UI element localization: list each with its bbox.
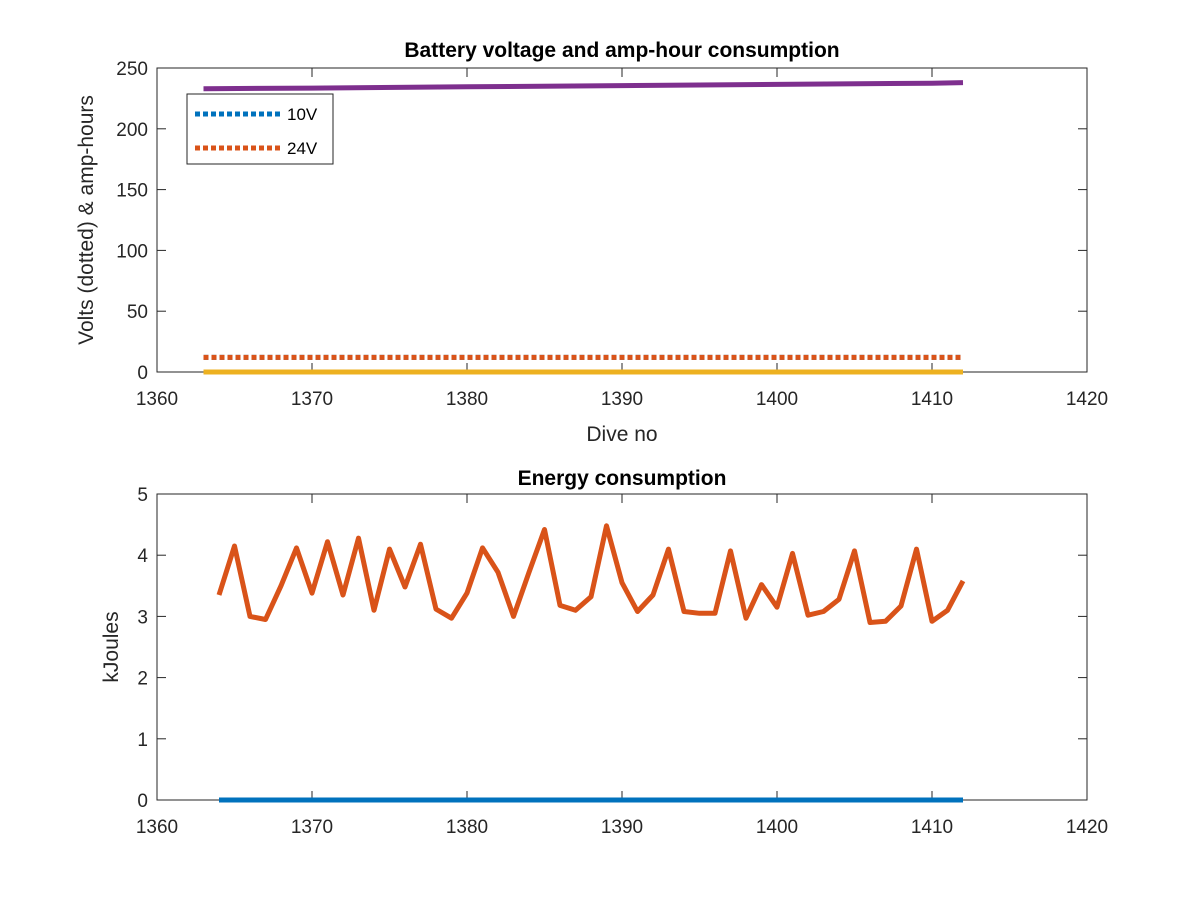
series-line-2 (216, 523, 966, 625)
y-tick-label: 200 (116, 120, 148, 141)
y-axis-label: Volts (dotted) & amp-hours (75, 95, 98, 345)
x-tick-label: 1380 (446, 389, 488, 410)
x-tick-label: 1390 (601, 389, 643, 410)
y-tick-label: 250 (116, 59, 148, 80)
y-tick-label: 150 (116, 181, 148, 202)
x-tick-label: 1400 (756, 389, 798, 410)
x-tick-label: 1360 (136, 389, 178, 410)
y-tick-label: 100 (116, 241, 148, 262)
x-tick-label: 1370 (291, 817, 333, 838)
chart-1: 1360 1370 1380 1390 1400 1410 1420 0 50 100 150 200… (75, 39, 1108, 446)
y-tick-label: 5 (137, 485, 148, 506)
chart-2: 1360 1370 1380 1390 1400 1410 1420 0 1 2 3 4 5 Energy… (100, 467, 1108, 838)
y-tick-label: 2 (137, 669, 148, 690)
y-tick-label: 4 (137, 546, 148, 567)
legend-box (186, 93, 334, 165)
y-tick-label: 1 (137, 730, 148, 751)
series-line-4 (203, 80, 964, 92)
x-tick-label: 1400 (756, 817, 798, 838)
x-tick-label: 1370 (291, 389, 333, 410)
chart-title: Energy consumption (518, 467, 727, 490)
x-tick-label: 1390 (601, 817, 643, 838)
legend: 10V 24V (186, 93, 334, 165)
x-tick-label: 1360 (136, 817, 178, 838)
y-tick-label: 0 (137, 791, 148, 812)
x-tick-label: 1420 (1066, 389, 1108, 410)
chart-title: Battery voltage and amp-hour consumption (404, 39, 839, 62)
legend-label: 24V (287, 139, 318, 158)
legend-label: 10V (287, 105, 318, 124)
x-tick-label: 1410 (911, 817, 953, 838)
x-tick-label: 1410 (911, 389, 953, 410)
y-axis-label: kJoules (100, 611, 123, 682)
x-axis-label: Dive no (586, 423, 657, 446)
y-tick-label: 3 (137, 607, 148, 628)
x-tick-label: 1420 (1066, 817, 1108, 838)
x-tick-label: 1380 (446, 817, 488, 838)
y-tick-label: 50 (127, 302, 148, 323)
y-tick-label: 0 (137, 363, 148, 384)
plot-area (156, 493, 1088, 801)
